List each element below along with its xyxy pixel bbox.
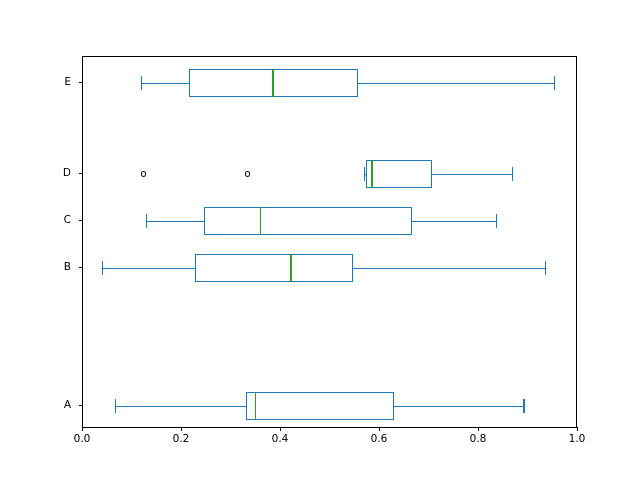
box-a [83, 57, 576, 427]
whisker-low-e [141, 83, 189, 85]
x-tick-label: 1.0 [568, 433, 586, 445]
cap-high-b [545, 261, 547, 275]
cap-high-a [523, 399, 525, 413]
box-d [83, 57, 576, 427]
plot-axes [82, 56, 577, 428]
x-tick-mark [477, 427, 479, 431]
y-tick-label-a: A [63, 399, 71, 411]
x-tick-mark [180, 427, 182, 431]
whisker-high-b [352, 268, 546, 270]
outlier-d-0 [141, 171, 147, 177]
y-tick-label-e: E [64, 76, 71, 88]
whisker-low-b [102, 268, 195, 270]
whisker-high-e [358, 83, 555, 85]
whisker-low-c [146, 221, 204, 223]
y-tick-label-b: B [63, 261, 71, 273]
box-rect-b [194, 254, 353, 282]
box-plot-series [83, 57, 576, 427]
x-tick-label: 0.0 [73, 433, 91, 445]
cap-high-c [496, 214, 498, 228]
median-line-e [272, 69, 274, 97]
x-tick-mark [576, 427, 578, 431]
cap-low-d [363, 167, 365, 181]
whisker-low-d [364, 174, 367, 176]
x-tick-mark [81, 427, 83, 431]
box-rect-c [203, 207, 413, 235]
median-line-d [371, 160, 373, 188]
box-c [83, 57, 576, 427]
x-tick-mark [378, 427, 380, 431]
x-tick-label: 0.8 [469, 433, 487, 445]
x-tick-mark [279, 427, 281, 431]
whisker-low-a [115, 406, 246, 408]
median-line-c [259, 207, 261, 235]
cap-high-d [512, 167, 514, 181]
outlier-d-1 [245, 171, 251, 177]
x-tick-label: 0.4 [271, 433, 289, 445]
cap-low-e [141, 76, 143, 90]
cap-low-b [102, 261, 104, 275]
y-tick-mark-e [78, 82, 82, 83]
cap-low-a [114, 399, 116, 413]
whisker-high-c [412, 221, 497, 223]
median-line-b [290, 254, 292, 282]
cap-high-e [554, 76, 556, 90]
box-rect-d [366, 160, 432, 188]
y-tick-label-c: C [63, 214, 71, 226]
x-tick-label: 0.2 [172, 433, 190, 445]
y-tick-mark-d [78, 173, 82, 174]
box-b [83, 57, 576, 427]
whisker-high-d [431, 174, 513, 176]
y-tick-mark-a [78, 405, 82, 406]
whisker-high-a [393, 406, 525, 408]
x-tick-label: 0.6 [370, 433, 388, 445]
cap-low-c [146, 214, 148, 228]
y-tick-label-d: D [62, 167, 71, 179]
y-tick-mark-c [78, 220, 82, 221]
box-rect-a [245, 392, 394, 420]
box-e [83, 57, 576, 427]
median-line-a [255, 392, 257, 420]
y-tick-mark-b [78, 267, 82, 268]
